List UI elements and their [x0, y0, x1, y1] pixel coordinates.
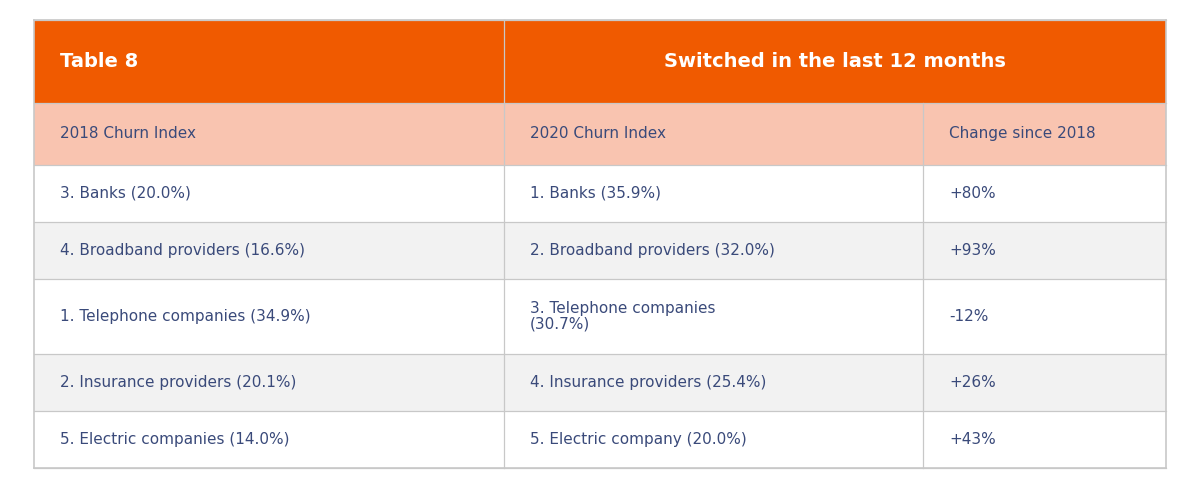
Bar — [504, 222, 923, 279]
Text: +80%: +80% — [949, 186, 996, 201]
Bar — [923, 222, 1166, 279]
Text: -12%: -12% — [949, 309, 989, 324]
Bar — [34, 20, 504, 103]
Bar — [923, 279, 1166, 354]
Bar — [504, 165, 923, 222]
Bar — [923, 165, 1166, 222]
Text: 4. Broadband providers (16.6%): 4. Broadband providers (16.6%) — [60, 243, 305, 258]
Text: 2. Broadband providers (32.0%): 2. Broadband providers (32.0%) — [530, 243, 775, 258]
Text: +93%: +93% — [949, 243, 996, 258]
Bar — [34, 354, 504, 411]
Text: Switched in the last 12 months: Switched in the last 12 months — [664, 52, 1006, 71]
Bar — [504, 279, 923, 354]
Bar — [504, 20, 1166, 103]
Bar — [34, 222, 504, 279]
Text: 1. Banks (35.9%): 1. Banks (35.9%) — [530, 186, 661, 201]
Bar — [34, 165, 504, 222]
Bar — [504, 411, 923, 468]
Text: 5. Electric company (20.0%): 5. Electric company (20.0%) — [530, 432, 746, 447]
Text: 2. Insurance providers (20.1%): 2. Insurance providers (20.1%) — [60, 375, 296, 390]
Text: 3. Telephone companies: 3. Telephone companies — [530, 301, 715, 316]
Text: +26%: +26% — [949, 375, 996, 390]
Text: (30.7%): (30.7%) — [530, 317, 590, 332]
Text: 5. Electric companies (14.0%): 5. Electric companies (14.0%) — [60, 432, 289, 447]
Text: 2020 Churn Index: 2020 Churn Index — [530, 126, 666, 142]
Bar — [34, 411, 504, 468]
Text: 4. Insurance providers (25.4%): 4. Insurance providers (25.4%) — [530, 375, 767, 390]
Bar — [504, 354, 923, 411]
Text: +43%: +43% — [949, 432, 996, 447]
Text: Table 8: Table 8 — [60, 52, 138, 71]
Bar — [923, 411, 1166, 468]
Bar — [923, 103, 1166, 165]
Bar — [504, 103, 923, 165]
Text: 3. Banks (20.0%): 3. Banks (20.0%) — [60, 186, 191, 201]
Text: Change since 2018: Change since 2018 — [949, 126, 1096, 142]
Text: 1. Telephone companies (34.9%): 1. Telephone companies (34.9%) — [60, 309, 311, 324]
Text: 2018 Churn Index: 2018 Churn Index — [60, 126, 196, 142]
Bar — [34, 279, 504, 354]
Bar — [34, 103, 504, 165]
Bar — [923, 354, 1166, 411]
